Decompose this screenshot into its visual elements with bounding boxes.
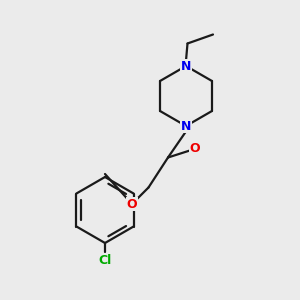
Text: N: N [181,59,191,73]
Text: O: O [190,142,200,155]
Text: O: O [127,197,137,211]
Text: N: N [181,119,191,133]
Text: Cl: Cl [98,254,112,267]
